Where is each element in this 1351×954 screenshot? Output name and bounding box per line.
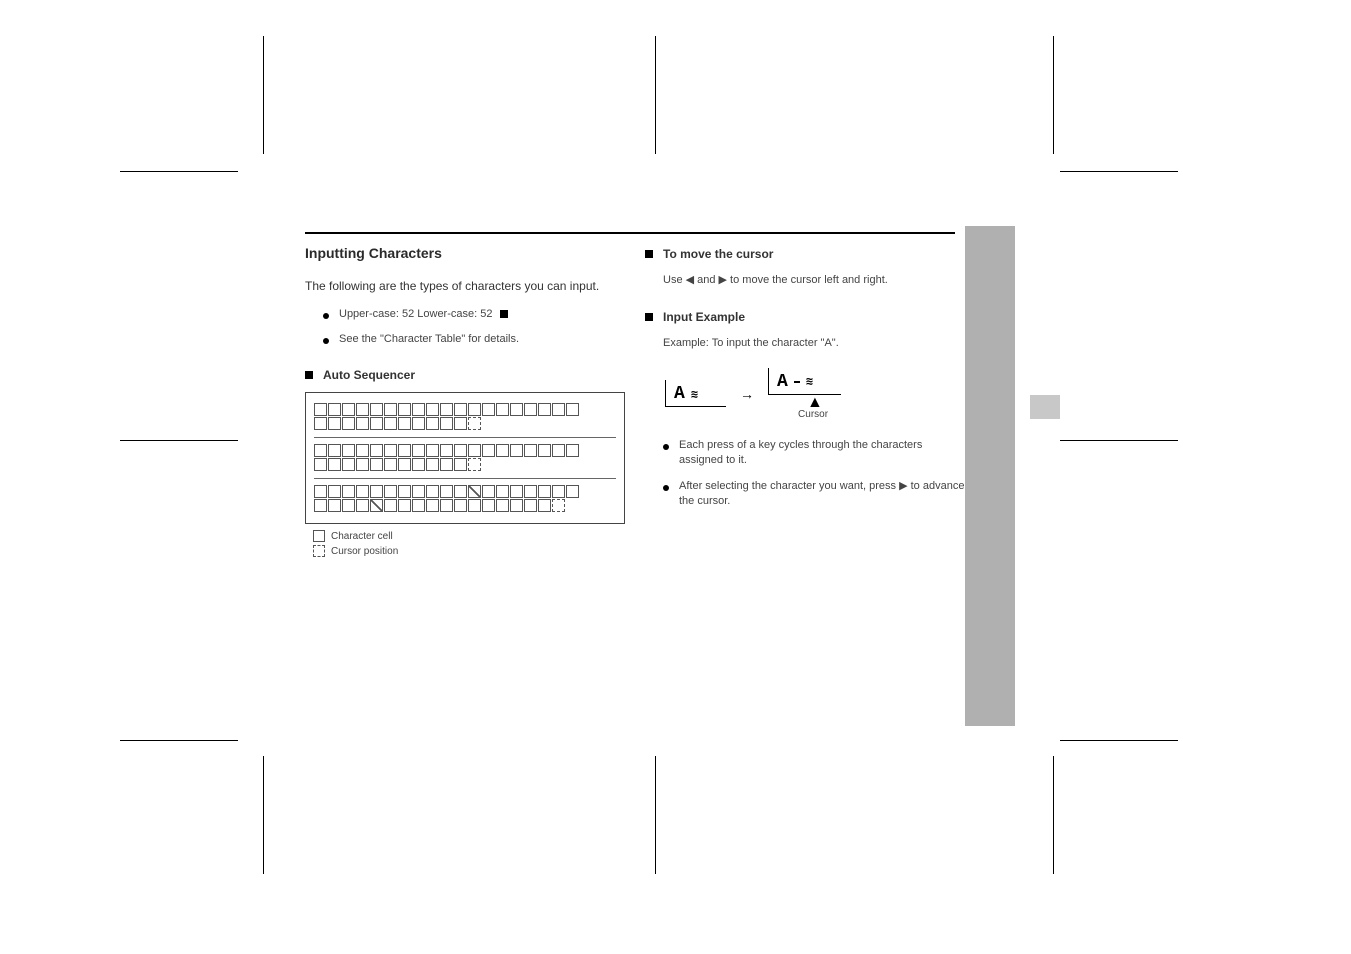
cursor-underline-icon <box>794 381 800 383</box>
right-heading: To move the cursor <box>663 245 773 263</box>
example-text: Example: To input the character "A". <box>663 336 965 351</box>
bullet-dot-icon <box>323 338 329 344</box>
lcd-after: A ≋ ▲ <box>768 368 841 395</box>
cell-icon <box>313 530 325 542</box>
bullet-item: See the "Character Table" for details. <box>305 332 625 347</box>
page-content: Inputting Characters The following are t… <box>265 170 1055 750</box>
heading-row: To move the cursor <box>645 245 965 263</box>
crop-mark <box>263 36 264 154</box>
bullet-label: Upper-case: 52 Lower-case: 52 <box>339 308 492 320</box>
bullet-item: Upper-case: 52 Lower-case: 52 <box>305 307 625 322</box>
seq-row <box>314 403 616 417</box>
intro-text: The following are the types of character… <box>305 277 625 295</box>
seq-divider <box>314 478 616 479</box>
sequencer-illustration <box>305 392 625 524</box>
sequencer-legend: Character cell Cursor position <box>313 530 625 558</box>
wave-icon: ≋ <box>806 374 811 389</box>
sequencer-heading: Auto Sequencer <box>305 366 625 384</box>
square-bullet-icon <box>645 313 653 321</box>
bullet-text: Upper-case: 52 Lower-case: 52 <box>339 307 512 322</box>
seq-row <box>314 417 616 431</box>
crop-mark <box>1060 740 1178 741</box>
sequencer-title: Auto Sequencer <box>323 366 415 384</box>
left-column: Inputting Characters The following are t… <box>305 245 625 558</box>
legend-row: Cursor position <box>313 545 625 558</box>
legend-label: Character cell <box>331 531 393 542</box>
legend-label: Cursor position <box>331 546 398 557</box>
square-marker-icon <box>500 310 508 318</box>
note-text: Each press of a key cycles through the c… <box>679 438 965 469</box>
right-column: To move the cursor Use ◀ and ▶ to move t… <box>645 245 965 519</box>
wave-icon: ≋ <box>691 387 696 402</box>
seq-group <box>314 481 616 517</box>
bullet-text: See the "Character Table" for details. <box>339 332 519 347</box>
bullet-dot-icon <box>663 485 669 491</box>
seq-row <box>314 499 616 513</box>
crop-mark <box>655 36 656 154</box>
legend-row: Character cell <box>313 530 625 543</box>
note-text: After selecting the character you want, … <box>679 479 965 510</box>
crop-mark <box>120 740 238 741</box>
crop-mark <box>263 756 264 874</box>
square-bullet-icon <box>645 250 653 258</box>
crop-mark <box>1053 36 1054 154</box>
crop-mark <box>120 440 238 441</box>
cursor-cell-icon <box>313 545 325 557</box>
lcd-demo: A ≋ → A ≋ ▲ Cursor <box>665 368 965 420</box>
cursor-pointer-icon: ▲ <box>807 394 823 412</box>
square-bullet-icon <box>305 371 313 379</box>
section-title: Inputting Characters <box>305 245 625 261</box>
right-subheading: Input Example <box>663 308 745 326</box>
crop-mark <box>1060 171 1178 172</box>
seq-group <box>314 440 616 476</box>
crop-mark <box>1053 756 1054 874</box>
note-item: After selecting the character you want, … <box>645 479 965 510</box>
crop-mark <box>1060 440 1178 441</box>
note-item: Each press of a key cycles through the c… <box>645 438 965 469</box>
intro-bullet: Use ◀ and ▶ to move the cursor left and … <box>663 273 965 288</box>
seq-row <box>314 458 616 472</box>
seq-divider <box>314 437 616 438</box>
subheading-row: Input Example <box>645 308 965 326</box>
bullet-dot-icon <box>663 444 669 450</box>
seq-row <box>314 485 616 499</box>
lcd-char: A <box>777 372 788 392</box>
seq-group <box>314 399 616 435</box>
crop-mark <box>120 171 238 172</box>
arrow-icon: → <box>740 386 754 402</box>
bullet-dot-icon <box>323 313 329 319</box>
lcd-char: A <box>674 384 685 404</box>
lcd-before: A ≋ <box>665 380 726 407</box>
crop-mark <box>655 756 656 874</box>
content-divider <box>305 232 955 234</box>
seq-row <box>314 444 616 458</box>
